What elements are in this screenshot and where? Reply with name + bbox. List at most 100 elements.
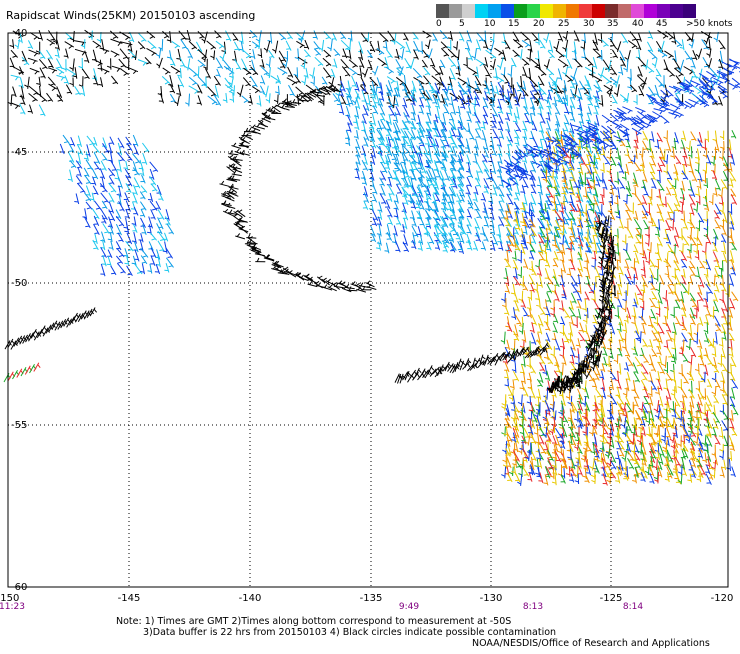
- wind-barb: [591, 243, 595, 244]
- wind-barb: [177, 96, 179, 106]
- wind-barb: [365, 69, 368, 78]
- wind-barb: [65, 42, 74, 48]
- wind-barb: [682, 329, 686, 330]
- wind-barb: [627, 194, 628, 204]
- wind-barb: [637, 365, 641, 366]
- wind-barb: [612, 186, 614, 195]
- wind-barb: [148, 200, 152, 201]
- wind-barb: [534, 289, 538, 291]
- wind-barb: [68, 179, 72, 180]
- wind-barb: [642, 217, 646, 218]
- wind-barb: [456, 112, 460, 113]
- wind-barb: [470, 138, 474, 139]
- wind-barb: [695, 370, 699, 371]
- wind-barb: [640, 85, 643, 88]
- wind-barb: [538, 192, 542, 193]
- wind-barb: [683, 360, 687, 361]
- wind-barb: [624, 227, 628, 228]
- wind-barb: [499, 80, 502, 82]
- wind-barb: [620, 266, 624, 275]
- wind-barb: [42, 67, 46, 68]
- wind-barb: [686, 147, 690, 149]
- wind-barb: [729, 185, 733, 186]
- wind-barb: [428, 40, 430, 49]
- wind-barb: [142, 191, 146, 192]
- wind-barb: [176, 71, 179, 73]
- wind-barb: [127, 223, 129, 233]
- wind-barb: [272, 49, 275, 51]
- wind-barb: [625, 210, 629, 211]
- wind-barb: [617, 329, 621, 330]
- wind-barb: [634, 347, 637, 356]
- wind-barb: [525, 437, 529, 438]
- wind-barb: [664, 171, 668, 173]
- wind-barb: [93, 248, 97, 249]
- wind-barb: [601, 33, 602, 43]
- wind-barb: [553, 88, 557, 89]
- wind-barb: [664, 238, 668, 239]
- wind-barb: [322, 83, 326, 84]
- wind-barb: [682, 165, 686, 166]
- wind-barb: [579, 309, 581, 319]
- wind-barb: [125, 263, 129, 264]
- wind-barb: [449, 57, 457, 66]
- wind-barb: [86, 183, 90, 184]
- wind-barb: [577, 66, 581, 68]
- wind-barb: [733, 299, 737, 300]
- wind-barb: [644, 283, 645, 293]
- wind-barb: [475, 49, 477, 60]
- wind-barb: [386, 67, 394, 72]
- wind-barb: [642, 379, 646, 380]
- wind-barb: [385, 251, 389, 252]
- wind-barb: [406, 100, 410, 101]
- wind-barb: [382, 64, 385, 66]
- wind-barb: [589, 380, 593, 381]
- wind-barb: [624, 68, 628, 70]
- wind-barb: [703, 219, 707, 220]
- wind-barb: [506, 427, 510, 428]
- wind-barb: [580, 122, 583, 131]
- wind-barb: [93, 193, 97, 194]
- wind-barb: [34, 53, 37, 56]
- wind-barb: [640, 165, 644, 166]
- wind-barb: [90, 199, 94, 200]
- wind-barb: [532, 91, 536, 92]
- wind-barb: [554, 97, 557, 106]
- wind-barb: [393, 120, 397, 121]
- wind-barb: [277, 75, 280, 84]
- wind-barb: [707, 54, 710, 56]
- wind-barb: [666, 290, 667, 301]
- wind-barb: [490, 105, 494, 106]
- wind-barb: [80, 191, 84, 192]
- wind-barb: [651, 306, 655, 307]
- wind-barb: [713, 194, 717, 195]
- wind-barb: [394, 216, 398, 217]
- wind-barb: [536, 305, 540, 306]
- wind-barb: [124, 73, 127, 75]
- wind-barb: [694, 341, 698, 343]
- wind-barb: [266, 74, 270, 76]
- wind-barb: [518, 46, 522, 48]
- wind-barb: [696, 54, 699, 57]
- wind-barb: [637, 294, 641, 295]
- wind-barb: [121, 272, 125, 273]
- wind-barb: [663, 298, 667, 300]
- wind-barb: [638, 204, 642, 205]
- wind-barb: [644, 362, 648, 363]
- wind-barb: [610, 148, 611, 160]
- wind-barb: [599, 180, 603, 181]
- wind-barb: [529, 225, 533, 226]
- wind-barb: [732, 249, 736, 250]
- wind-barb: [418, 249, 422, 250]
- wind-barb: [458, 50, 459, 60]
- wind-barb: [694, 309, 698, 310]
- wind-barb: [699, 364, 700, 373]
- wind-barb: [559, 56, 563, 58]
- wind-barb: [356, 120, 359, 130]
- wind-barb: [675, 269, 679, 270]
- wind-barb: [216, 104, 220, 105]
- wind-barb: [116, 248, 120, 249]
- wind-barb: [215, 84, 219, 85]
- wind-barb: [682, 266, 686, 267]
- wind-barb: [617, 41, 620, 51]
